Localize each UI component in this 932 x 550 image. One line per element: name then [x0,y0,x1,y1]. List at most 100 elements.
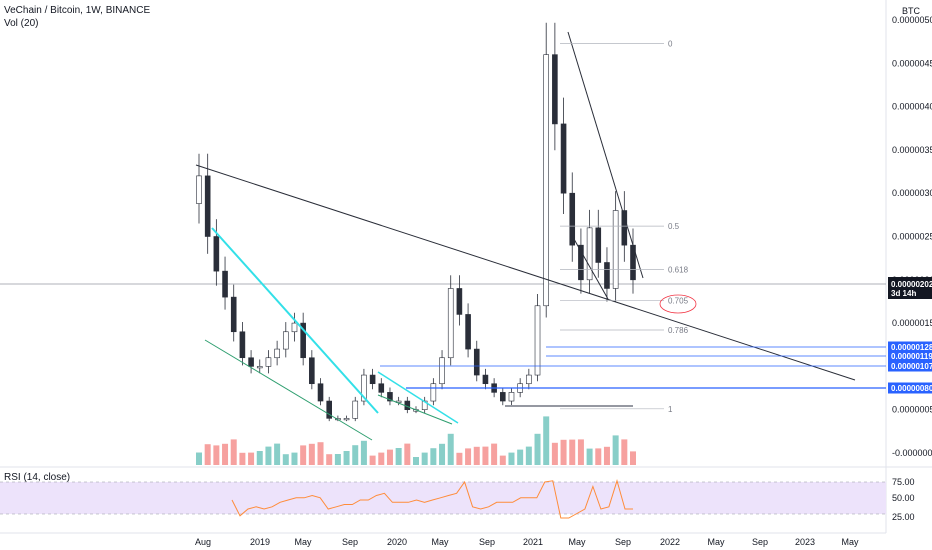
time-axis-labels: Aug 2019 May Sep 2020 May Sep 2021 May Sep 2022 May… [195,537,859,547]
cyan-trendline-1[interactable] [211,227,379,414]
level-price-tag[interactable] [888,350,932,362]
volume-bar [577,439,584,465]
volume-bar [248,452,255,465]
volume-bar [265,446,272,465]
volume-bar [204,444,211,465]
level-price-tag[interactable] [888,341,932,353]
time-tick-label: Sep [615,537,631,547]
price-tick-label: -0.00000000 [892,448,932,458]
green-channel-lower[interactable] [204,339,373,441]
level-price-tag[interactable] [888,360,932,372]
volume-bar [499,455,506,465]
wedge-upper-line[interactable] [567,31,644,279]
rsi-tick-label: 50.00 [892,493,915,503]
time-tick-label: 2020 [387,537,407,547]
candle-body [352,400,359,419]
candles [196,22,636,422]
level-price-value: 0.00000107 [891,362,932,371]
volume-bar [465,448,472,465]
volume-bar [334,454,341,465]
volume-bar [595,448,602,465]
volume-bar [612,435,619,465]
rsi-axis-labels: 75.00 50.00 25.00 [892,477,915,522]
fib-highlight-circle[interactable] [659,294,697,314]
time-tick-label: Sep [342,537,358,547]
rsi-band [0,482,886,514]
candle-body [543,54,550,307]
volume-bar [569,439,576,465]
candle-body [343,418,350,421]
wedge-lower-line[interactable] [569,231,609,300]
candle-body [282,331,289,350]
level-price-value: 0.00000119 [891,352,932,361]
time-tick-label: May [431,537,449,547]
volume-bar [630,451,636,465]
time-tick-label: 2023 [795,537,815,547]
symbol-title[interactable]: VeChain / Bitcoin, 1W, BINANCE [4,5,151,16]
volume-bar [525,446,532,465]
volume-bar [291,452,298,465]
volume-bar [404,443,411,465]
volume-bar [352,445,359,465]
candle-body [239,331,246,359]
fibonacci-retracement[interactable]: 0 0.5 0.618 0.705 0.786 1 [560,39,689,414]
volume-bar [230,439,237,465]
candle-body [378,383,385,393]
volume-bar [430,448,437,465]
volume-bar [395,448,402,465]
rsi-indicator-label[interactable]: RSI (14, close) [4,472,71,483]
time-tick-label: Aug [195,537,211,547]
volume-bar [256,451,263,465]
volume-indicator-label[interactable]: Vol (20) [4,18,39,29]
volume-bar [300,445,307,465]
volume-bar [482,446,489,465]
green-channel-2[interactable] [377,394,453,425]
volume-bar [447,433,454,465]
candle-body [387,392,393,402]
volume-bar [222,443,229,465]
volume-bar [473,446,480,465]
candle-body [560,123,567,194]
volume-bars [196,416,636,465]
price-tick-label: 0.00000500 [892,15,932,25]
candle-body [326,400,333,419]
volume-bar [439,443,446,465]
candle-body [595,227,602,263]
volume-bar [621,439,628,465]
candle-body [456,288,463,315]
level-price-tag[interactable] [888,382,932,394]
candle-body [430,383,437,402]
fib-level-label: 0.618 [668,265,689,274]
time-tick-label: May [707,537,725,547]
price-tick-label: 0.00000300 [892,188,932,198]
candle-body [578,244,584,281]
fib-level-label: 0.5 [668,222,680,231]
candle-body [274,348,280,359]
time-tick-label: May [294,537,312,547]
candle-body [317,383,324,402]
volume-bar [326,454,333,465]
candle-body [508,392,515,402]
chart-header: VeChain / Bitcoin, 1W, BINANCE Vol (20) [4,4,150,30]
last-price-tag[interactable] [888,277,932,299]
rsi-line [231,479,633,519]
candle-body [309,357,315,385]
volume-bar [491,443,498,465]
cyan-trendline-2[interactable] [377,371,459,424]
volume-bar [508,452,515,465]
volume-bar [378,452,385,465]
candle-body [499,392,506,402]
main-descending-trendline[interactable] [195,164,856,381]
volume-bar [456,452,463,465]
candle-body [604,262,610,289]
time-tick-label: 2019 [250,537,270,547]
candle-body [256,366,263,369]
volume-bar [360,440,367,465]
volume-bar [282,454,289,465]
candle-body [569,192,576,246]
volume-bar [274,443,281,465]
candle-body [447,288,454,359]
candle-body [482,374,489,385]
